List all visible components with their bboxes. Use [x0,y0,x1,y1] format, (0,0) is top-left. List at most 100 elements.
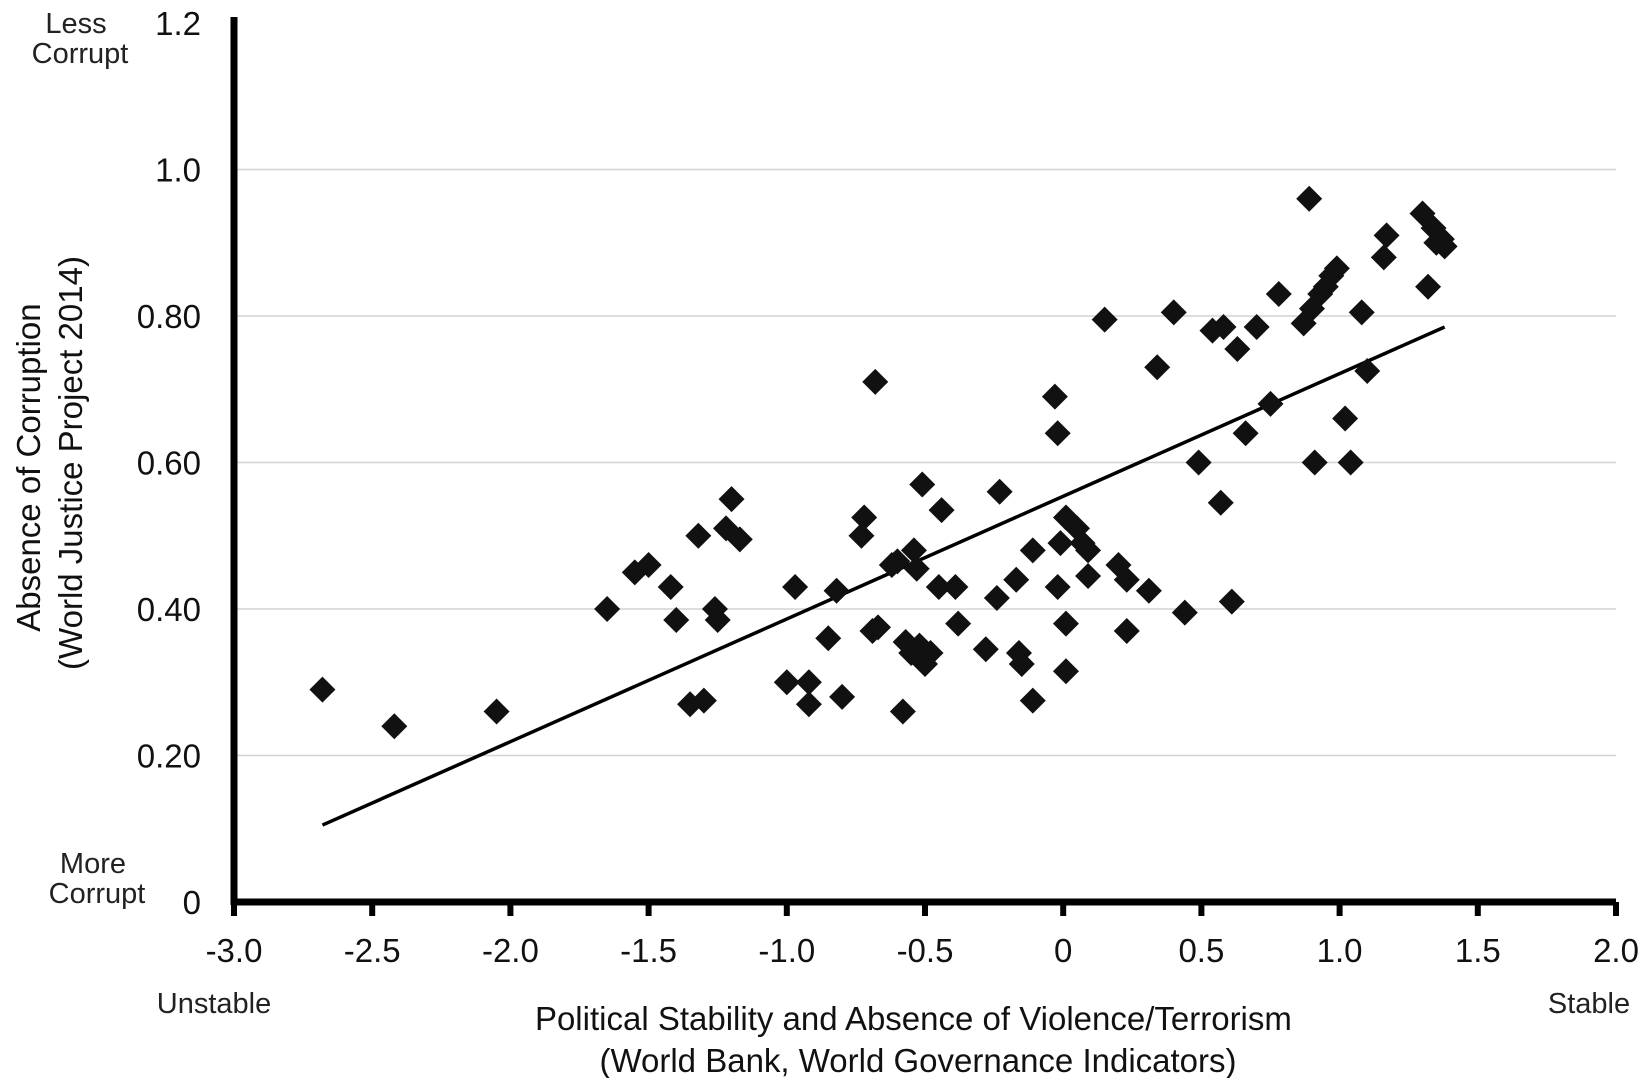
data-point-89 [1337,449,1364,476]
y-axis-ticks: 0 0.20 0.40 0.60 0.80 1.0 1.2 [137,5,201,921]
data-point-10 [690,687,717,714]
data-point-70 [1185,449,1212,476]
y-tick-label-0: 0 [183,884,201,921]
data-point-27 [862,368,889,395]
data-point-64 [1113,566,1140,593]
data-point-73 [1210,313,1237,340]
data-point-41 [942,574,969,601]
data-points [309,185,1458,740]
data-point-1 [381,713,408,740]
x-left-label: Unstable [157,988,271,1020]
y-top-label: Less Corrupt [32,8,129,70]
data-point-51 [1041,383,1068,410]
data-point-9 [685,522,712,549]
y-tick-label-5: 1.0 [155,152,201,189]
data-point-52 [1044,420,1071,447]
data-point-12 [704,606,731,633]
data-point-16 [773,669,800,696]
y-tick-label-2: 0.40 [137,591,201,628]
data-point-5 [635,552,662,579]
data-point-53 [1044,574,1071,601]
x-axis-ticks: -3.0 -2.5 -2.0 -1.5 -1.0 -0.5 0 0.5 1.0 1.5 2.0 [206,902,1639,969]
data-point-46 [1003,566,1030,593]
data-point-0 [309,676,336,703]
data-point-44 [983,585,1010,612]
x-tick-label-4: -1.0 [758,932,815,969]
x-tick-label-2: -2.0 [482,932,539,969]
data-point-91 [1354,357,1381,384]
data-point-99 [1431,233,1458,260]
data-point-29 [884,548,911,575]
x-right-label: Stable [1548,988,1630,1020]
data-point-21 [823,577,850,604]
data-point-23 [848,522,875,549]
data-point-34 [903,555,930,582]
data-point-26 [865,614,892,641]
data-point-14 [718,486,745,513]
data-point-36 [909,471,936,498]
data-point-66 [1135,577,1162,604]
data-point-20 [815,625,842,652]
data-point-68 [1160,299,1187,326]
data-point-22 [829,683,856,710]
data-point-48 [1008,650,1035,677]
data-point-57 [1052,658,1079,685]
data-point-42 [945,610,972,637]
x-tick-label-9: 1.5 [1455,932,1501,969]
data-point-78 [1257,390,1284,417]
x-axis-title: Political Stability and Absence of Viole… [535,1000,1301,1078]
x-tick-label-0: -3.0 [206,932,263,969]
x-tick-label-5: -0.5 [897,932,954,969]
data-point-95 [1415,273,1442,300]
data-point-60 [1075,563,1102,590]
data-point-75 [1224,335,1251,362]
data-point-93 [1373,222,1400,249]
data-point-61 [1075,537,1102,564]
data-point-15 [726,526,753,553]
x-tick-label-1: -2.5 [344,932,401,969]
y-tick-label-3: 0.60 [137,445,201,482]
data-point-92 [1370,244,1397,271]
data-point-6 [657,574,684,601]
data-point-39 [925,574,952,601]
data-point-40 [928,497,955,524]
trend-line [321,325,1446,827]
grid-lines [234,168,1616,757]
data-point-2 [483,698,510,725]
data-point-49 [1019,537,1046,564]
data-point-19 [795,691,822,718]
y-tick-label-6: 1.2 [155,5,201,42]
data-point-3 [594,596,621,622]
data-point-90 [1348,299,1375,326]
data-point-87 [1323,255,1350,282]
data-point-30 [889,698,916,725]
data-point-17 [782,574,809,601]
y-bottom-label: More Corrupt [49,848,146,910]
data-point-43 [972,636,999,663]
data-point-65 [1113,617,1140,644]
data-point-50 [1019,687,1046,714]
x-tick-label-7: 0.5 [1178,932,1224,969]
y-tick-label-4: 0.80 [137,298,201,335]
data-point-62 [1091,306,1118,333]
y-tick-label-1: 0.20 [137,738,201,775]
data-point-56 [1052,610,1079,637]
data-point-79 [1265,281,1292,308]
data-point-83 [1301,449,1328,476]
x-tick-label-8: 1.0 [1317,932,1363,969]
data-point-72 [1207,489,1234,516]
data-point-76 [1232,420,1259,447]
y-axis-title: Absence of Corruption (World Justice Pro… [10,256,89,670]
data-point-18 [795,669,822,696]
data-point-81 [1296,185,1323,212]
data-point-45 [986,478,1013,505]
data-point-77 [1243,313,1270,340]
x-tick-label-6: 0 [1054,932,1072,969]
data-point-69 [1171,599,1198,626]
data-point-67 [1144,354,1171,381]
data-point-54 [1047,530,1074,557]
x-tick-label-10: 2.0 [1593,932,1639,969]
data-point-38 [917,639,944,666]
data-point-7 [663,606,690,633]
